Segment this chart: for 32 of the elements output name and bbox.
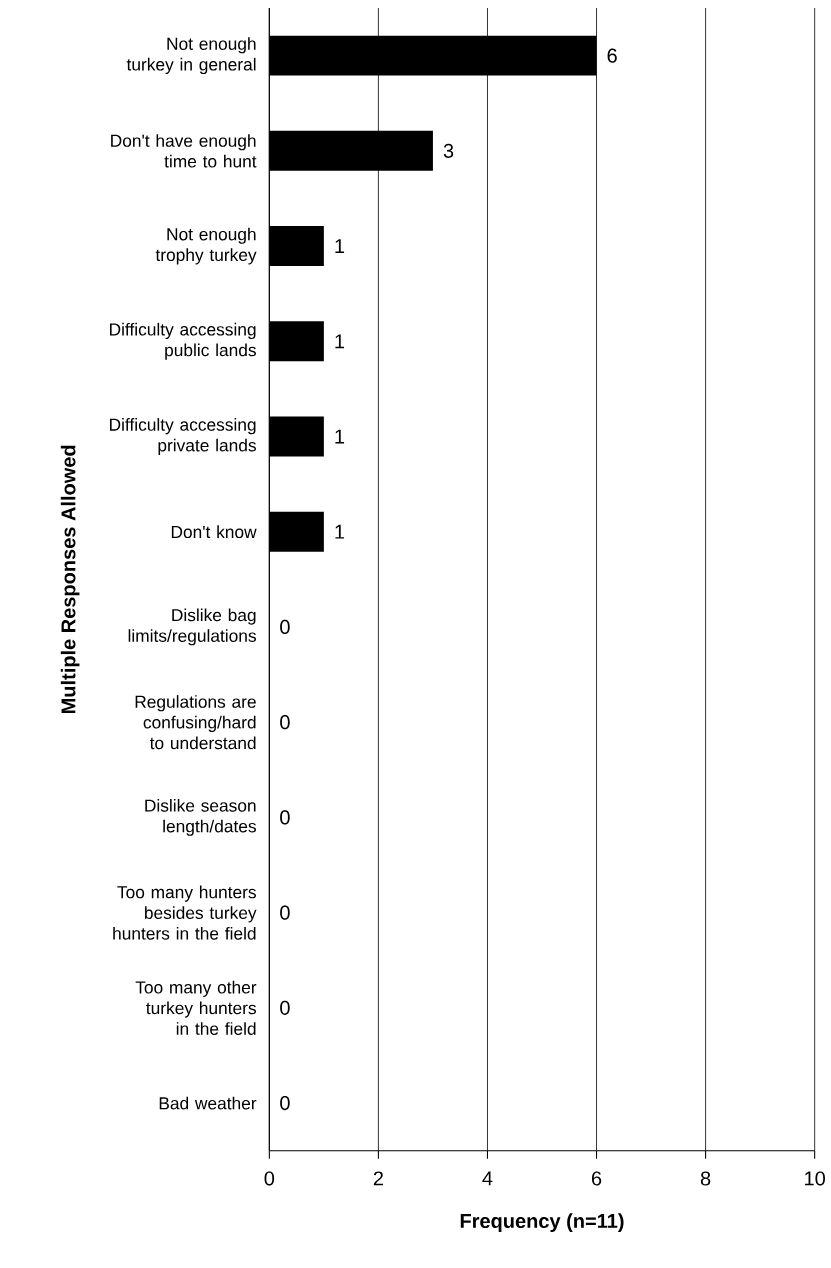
y-tick-label: Not enough turkey in general (126, 37, 256, 75)
x-tick-label: 0 (264, 1171, 275, 1186)
data-label: 0 (280, 619, 290, 635)
data-label: 3 (443, 143, 454, 158)
x-tick-label: 8 (701, 1171, 711, 1186)
data-label: 0 (280, 1000, 290, 1015)
x-tick-label: 10 (805, 1171, 826, 1186)
data-label: 6 (607, 48, 617, 63)
y-tick-label: Too many hunters besides turkey hunters in the field (113, 885, 257, 940)
data-label: 0 (280, 1095, 290, 1111)
y-tick-label: Regulations are confusing/hard to understand (135, 695, 256, 750)
data-label: 0 (280, 905, 290, 920)
data-label: 1 (335, 429, 345, 444)
y-tick-label: Bad weather (159, 1096, 257, 1110)
data-label: 1 (335, 239, 345, 253)
y-tick-label: Don't have enough time to hunt (111, 134, 257, 168)
x-tick-label: 6 (592, 1171, 602, 1186)
y-tick-label: Difficulty accessing private lands (110, 418, 257, 455)
y-axis-title: Multiple Responses Allowed (60, 445, 80, 714)
x-tick-label: 2 (374, 1171, 384, 1186)
y-tick-label: Too many other turkey hunters in the field (135, 980, 257, 1035)
x-axis-title: Frequency (n=11) (460, 1213, 624, 1232)
x-tick-label: 4 (482, 1171, 493, 1186)
y-tick-label: Difficulty accessing public lands (110, 322, 257, 360)
y-tick-label: Not enough trophy turkey (155, 227, 257, 265)
y-tick-label: Dislike season length/dates (145, 798, 257, 836)
data-label: 1 (335, 334, 345, 349)
data-label: 0 (280, 715, 290, 730)
data-label: 0 (280, 810, 290, 825)
y-tick-label: Dislike bag limits/regulations (128, 608, 257, 646)
y-tick-label: Don't know (172, 525, 257, 539)
data-label: 1 (335, 524, 345, 539)
